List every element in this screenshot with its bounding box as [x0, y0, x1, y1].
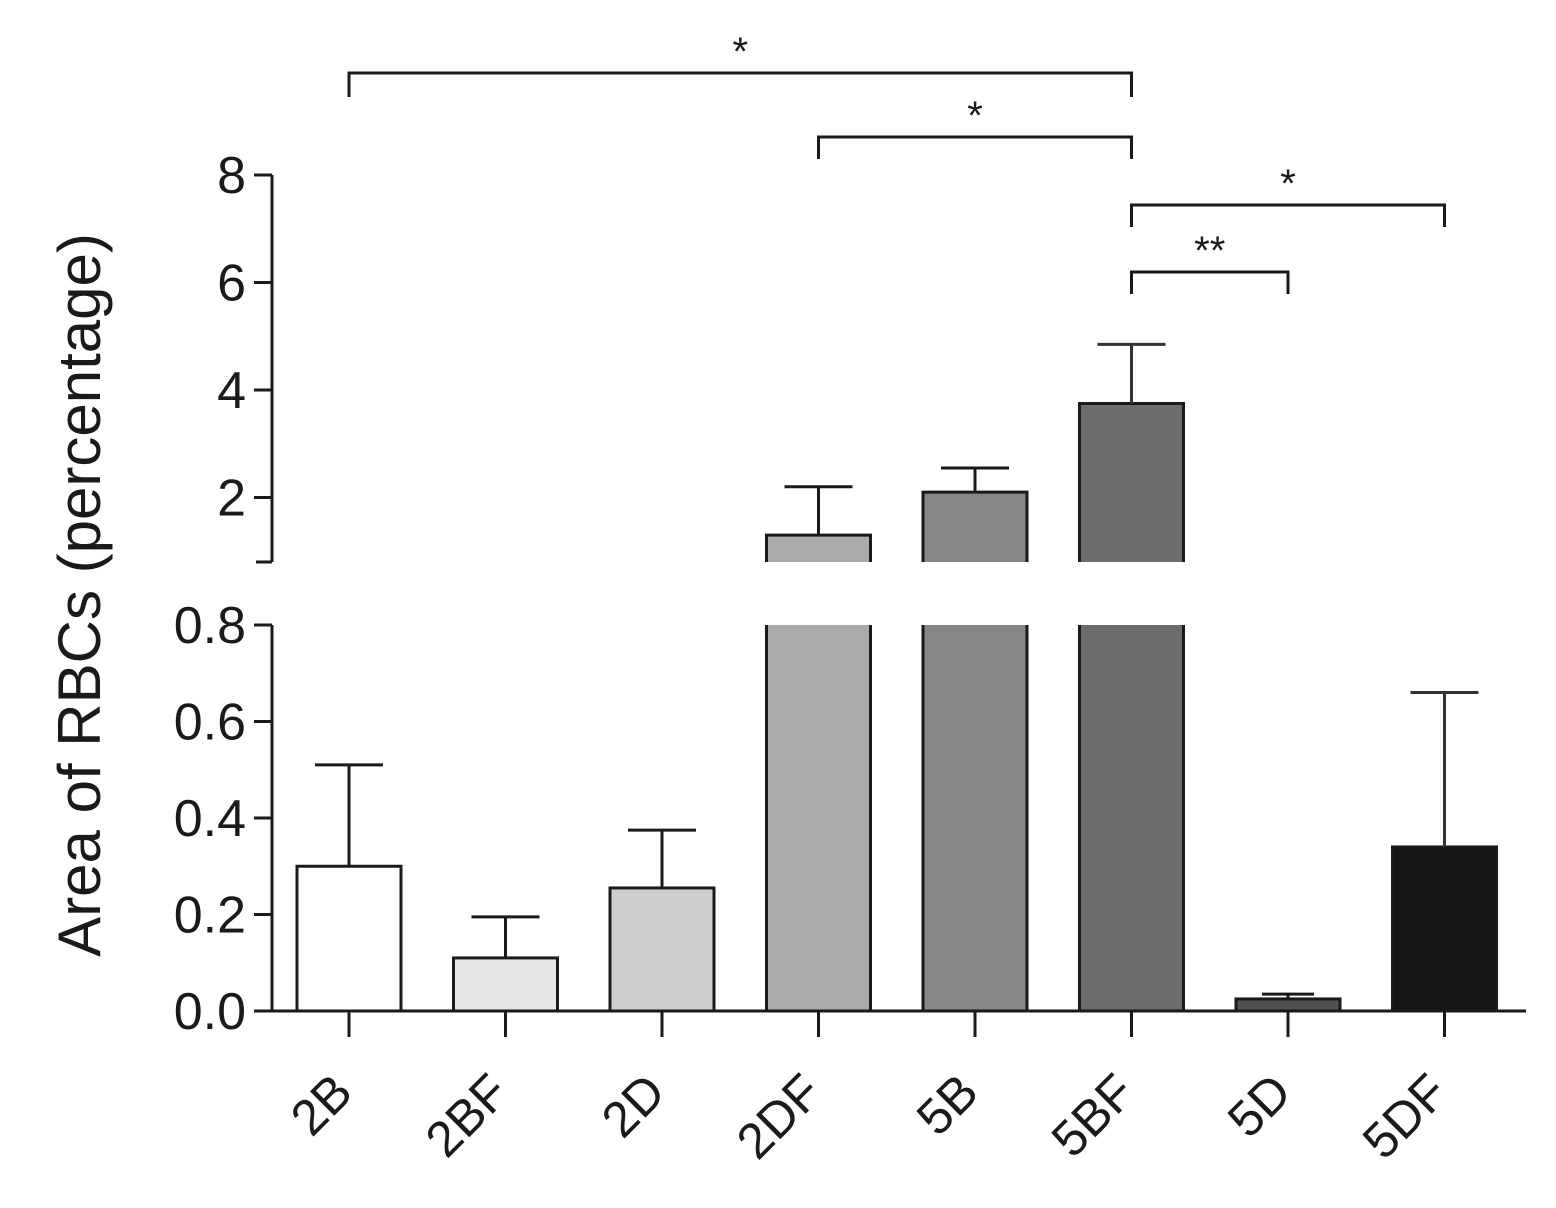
bar-2D — [608, 886, 716, 1013]
bar-2DF-upper — [766, 535, 871, 562]
significance-label: * — [967, 94, 983, 138]
bar-2BF — [452, 956, 559, 1013]
x-tick-label-2D: 2D — [591, 1063, 676, 1148]
x-tick-label-2B: 2B — [280, 1063, 363, 1146]
significance-bracket — [817, 135, 1133, 159]
bar-5D — [1234, 997, 1342, 1013]
y-tick-label: 0.2 — [174, 887, 246, 945]
significance-label: ** — [1194, 229, 1225, 273]
bar-5DF — [1391, 845, 1498, 1013]
x-tick-label-2DF: 2DF — [726, 1063, 832, 1169]
bars — [295, 401, 1498, 1013]
significance-bracket — [347, 71, 1133, 97]
y-tick-label: 0.0 — [174, 983, 246, 1041]
bar-5B-lower-outline — [921, 625, 1029, 1013]
x-tick-label-5D: 5D — [1217, 1063, 1302, 1148]
significance-label: * — [732, 30, 748, 74]
bar-5BF-lower — [1079, 625, 1184, 1011]
bar-5BF-lower-outline — [1078, 625, 1185, 1013]
y-tick-label: 0.8 — [174, 597, 246, 655]
bar-2DF-lower-outline — [765, 625, 872, 1013]
x-tick-label-5DF: 5DF — [1352, 1063, 1458, 1169]
x-tick-label-2BF: 2BF — [415, 1063, 519, 1167]
bar-5BF-upper — [1079, 403, 1184, 562]
y-tick-label: 0.6 — [174, 694, 246, 752]
x-tick-label-5BF: 5BF — [1041, 1063, 1145, 1167]
x-tick-label-5B: 5B — [906, 1063, 989, 1146]
y-tick-label: 2 — [217, 470, 246, 528]
bar-2DF-lower — [766, 625, 871, 1011]
bar-2B — [295, 864, 403, 1013]
error-bars — [315, 342, 1479, 999]
y-tick-label: 8 — [217, 147, 246, 205]
significance-bracket — [1130, 203, 1446, 227]
y-axis-title: Area of RBCs (percentage) — [46, 233, 113, 957]
bar-5B-lower — [923, 625, 1027, 1011]
significance-label: * — [1280, 162, 1296, 206]
y-tick-label: 4 — [217, 362, 246, 420]
bar-5B-upper — [923, 492, 1027, 562]
axes — [254, 173, 1526, 1037]
y-tick-label: 6 — [217, 255, 246, 313]
y-tick-label: 0.4 — [174, 790, 246, 848]
significance-bracket — [1130, 270, 1290, 294]
significance-brackets — [347, 71, 1446, 294]
